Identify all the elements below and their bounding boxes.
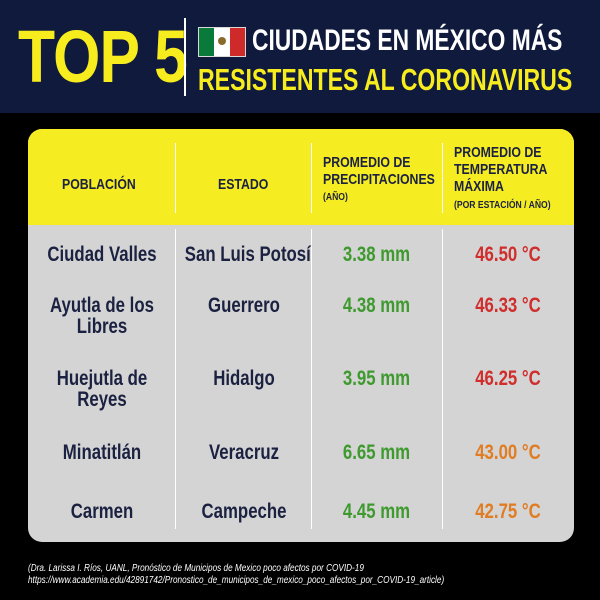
header-poblacion: POBLACIÓN xyxy=(62,176,136,193)
top-5-title: TOP 5 xyxy=(18,15,188,98)
column-divider xyxy=(442,229,443,529)
header-precip-line2: PRECIPITACIONES xyxy=(323,171,435,188)
mexico-flag-icon xyxy=(198,27,246,57)
header-divider xyxy=(184,18,186,96)
header-temp-line3: MÁXIMA xyxy=(454,178,504,195)
cell-temperatura: 43.00 °C xyxy=(475,441,541,464)
header-estado: ESTADO xyxy=(218,176,269,193)
cell-temperatura: 42.75 °C xyxy=(475,500,541,523)
source-line-1: (Dra. Larissa I. Ríos, UANL, Pronóstico … xyxy=(28,563,364,574)
column-divider xyxy=(311,229,312,529)
cell-estado: Campeche xyxy=(201,500,287,523)
table-header xyxy=(28,129,574,225)
cell-estado: San Luis Potosí xyxy=(184,243,311,266)
cell-estado: Guerrero xyxy=(208,294,280,317)
column-divider xyxy=(311,143,312,213)
cell-estado: Veracruz xyxy=(208,441,280,464)
cities-table: POBLACIÓN ESTADO PROMEDIO DE PRECIPITACI… xyxy=(28,129,574,542)
cell-poblacion-line2: Libres xyxy=(76,315,128,338)
cell-poblacion: Carmen xyxy=(70,500,134,523)
header-banner: TOP 5 CIUDADES EN MÉXICO MÁS RESISTENTES… xyxy=(0,0,600,113)
header-precip-line1: PROMEDIO DE xyxy=(323,154,411,171)
cell-poblacion: Ayutla de los xyxy=(50,294,154,317)
column-divider xyxy=(175,229,176,529)
cell-temperatura: 46.33 °C xyxy=(475,294,541,317)
cell-precipitacion: 4.38 mm xyxy=(342,294,411,317)
column-divider xyxy=(175,143,176,213)
header-temp-sub: (POR ESTACIÓN / AÑO) xyxy=(454,199,551,211)
cell-precipitacion: 3.95 mm xyxy=(342,367,411,390)
column-divider xyxy=(442,143,443,213)
cell-estado: Hidalgo xyxy=(213,367,275,390)
cell-temperatura: 46.50 °C xyxy=(475,243,541,266)
cell-precipitacion: 3.38 mm xyxy=(342,243,411,266)
header-precip-sub: (AÑO) xyxy=(323,191,348,203)
cell-temperatura: 46.25 °C xyxy=(475,367,541,390)
source-url: https://www.academia.edu/42891742/Pronos… xyxy=(28,575,445,586)
title-line-2: RESISTENTES AL CORONAVIRUS xyxy=(198,62,573,97)
header-temp-line2: TEMPERATURA xyxy=(454,161,548,178)
cell-poblacion: Ciudad Valles xyxy=(47,243,157,266)
cell-poblacion: Minatitlán xyxy=(62,441,142,464)
cell-precipitacion: 6.65 mm xyxy=(342,441,411,464)
cell-precipitacion: 4.45 mm xyxy=(342,500,411,523)
source-citation: (Dra. Larissa I. Ríos, UANL, Pronóstico … xyxy=(28,563,487,587)
header-temp-line1: PROMEDIO DE xyxy=(454,144,542,161)
title-line-1: CIUDADES EN MÉXICO MÁS xyxy=(252,24,563,57)
cell-poblacion: Huejutla de xyxy=(56,367,148,390)
cell-poblacion-line2: Reyes xyxy=(77,388,127,411)
